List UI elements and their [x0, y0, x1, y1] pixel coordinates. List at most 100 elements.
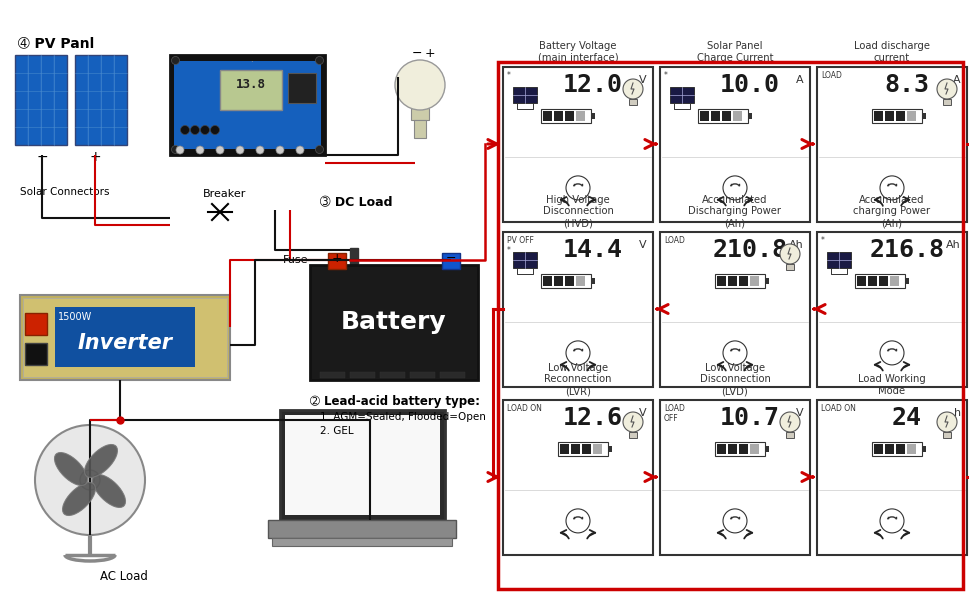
- FancyBboxPatch shape: [503, 67, 652, 222]
- FancyBboxPatch shape: [220, 70, 282, 110]
- Circle shape: [879, 176, 903, 200]
- Ellipse shape: [84, 445, 117, 478]
- Text: Breaker: Breaker: [203, 189, 246, 199]
- Text: 10.0: 10.0: [719, 73, 779, 97]
- FancyBboxPatch shape: [380, 372, 405, 378]
- Circle shape: [779, 244, 799, 264]
- FancyBboxPatch shape: [765, 278, 768, 284]
- FancyBboxPatch shape: [557, 442, 608, 456]
- FancyBboxPatch shape: [716, 444, 725, 454]
- FancyBboxPatch shape: [698, 109, 747, 123]
- Text: Ah: Ah: [946, 240, 960, 250]
- FancyBboxPatch shape: [592, 444, 602, 454]
- FancyArrowPatch shape: [586, 197, 595, 206]
- FancyBboxPatch shape: [922, 113, 925, 119]
- Text: −: −: [411, 47, 422, 60]
- Text: PV OFF
*: PV OFF *: [507, 236, 533, 256]
- Text: +: +: [89, 150, 101, 164]
- FancyBboxPatch shape: [628, 432, 637, 438]
- FancyBboxPatch shape: [170, 55, 325, 155]
- Text: +: +: [331, 252, 342, 265]
- FancyBboxPatch shape: [581, 444, 590, 454]
- FancyBboxPatch shape: [714, 442, 765, 456]
- Text: LOAD ON: LOAD ON: [507, 404, 542, 413]
- Circle shape: [622, 79, 642, 99]
- FancyBboxPatch shape: [871, 109, 922, 123]
- Text: AC Load: AC Load: [100, 570, 147, 583]
- FancyBboxPatch shape: [20, 295, 230, 380]
- Circle shape: [394, 60, 445, 110]
- FancyBboxPatch shape: [75, 55, 127, 145]
- FancyArrowPatch shape: [560, 362, 568, 371]
- Circle shape: [879, 509, 903, 533]
- FancyBboxPatch shape: [906, 111, 915, 121]
- FancyArrowPatch shape: [874, 197, 882, 206]
- Circle shape: [566, 509, 589, 533]
- FancyBboxPatch shape: [816, 67, 966, 222]
- FancyArrowPatch shape: [717, 530, 725, 539]
- Circle shape: [936, 412, 956, 432]
- FancyBboxPatch shape: [765, 446, 768, 452]
- FancyBboxPatch shape: [884, 444, 893, 454]
- FancyBboxPatch shape: [350, 248, 358, 264]
- Text: Fuse: Fuse: [282, 255, 308, 265]
- Circle shape: [35, 425, 144, 535]
- FancyBboxPatch shape: [571, 444, 579, 454]
- FancyBboxPatch shape: [414, 120, 425, 138]
- FancyBboxPatch shape: [716, 276, 725, 286]
- Circle shape: [216, 146, 224, 154]
- Text: V: V: [639, 75, 646, 85]
- FancyBboxPatch shape: [895, 444, 904, 454]
- FancyBboxPatch shape: [659, 400, 809, 555]
- FancyBboxPatch shape: [576, 276, 584, 286]
- FancyBboxPatch shape: [608, 446, 611, 452]
- Text: High Voltage
Disconnection
(HVD): High Voltage Disconnection (HVD): [542, 195, 612, 228]
- FancyBboxPatch shape: [710, 111, 719, 121]
- FancyArrowPatch shape: [586, 362, 595, 371]
- Text: A: A: [953, 75, 960, 85]
- FancyBboxPatch shape: [857, 276, 865, 286]
- FancyBboxPatch shape: [513, 87, 537, 103]
- FancyBboxPatch shape: [553, 111, 562, 121]
- FancyBboxPatch shape: [543, 111, 551, 121]
- FancyBboxPatch shape: [564, 111, 574, 121]
- FancyArrowPatch shape: [900, 530, 908, 539]
- FancyArrowPatch shape: [743, 362, 751, 371]
- FancyBboxPatch shape: [922, 446, 925, 452]
- Circle shape: [722, 341, 746, 365]
- Text: LOAD: LOAD: [664, 236, 684, 245]
- FancyArrowPatch shape: [560, 197, 568, 206]
- Text: +: +: [424, 47, 435, 60]
- FancyBboxPatch shape: [670, 87, 693, 103]
- Text: 14.4: 14.4: [562, 238, 622, 262]
- FancyBboxPatch shape: [871, 442, 922, 456]
- Circle shape: [936, 79, 956, 99]
- Ellipse shape: [54, 452, 87, 485]
- Circle shape: [315, 145, 324, 154]
- FancyArrowPatch shape: [586, 530, 595, 539]
- Circle shape: [172, 145, 179, 154]
- Text: Battery: Battery: [341, 310, 447, 334]
- FancyArrowPatch shape: [874, 362, 882, 371]
- Circle shape: [201, 125, 209, 134]
- FancyBboxPatch shape: [738, 276, 747, 286]
- Text: ➁ Lead-acid battery type:: ➁ Lead-acid battery type:: [310, 395, 480, 408]
- Text: Load discharge
current: Load discharge current: [853, 41, 929, 63]
- FancyArrowPatch shape: [743, 197, 751, 206]
- FancyArrowPatch shape: [900, 362, 908, 371]
- Text: Ah: Ah: [789, 240, 803, 250]
- Text: 10.7: 10.7: [719, 406, 779, 430]
- Text: *: *: [820, 236, 824, 245]
- FancyBboxPatch shape: [906, 444, 915, 454]
- FancyBboxPatch shape: [267, 520, 455, 538]
- Text: LOAD
OFF: LOAD OFF: [664, 404, 684, 424]
- FancyBboxPatch shape: [942, 432, 950, 438]
- Circle shape: [276, 146, 284, 154]
- FancyBboxPatch shape: [328, 253, 346, 269]
- FancyBboxPatch shape: [590, 113, 594, 119]
- Circle shape: [566, 341, 589, 365]
- Circle shape: [235, 146, 244, 154]
- Text: −: −: [36, 150, 47, 164]
- Circle shape: [196, 146, 203, 154]
- Ellipse shape: [62, 482, 95, 515]
